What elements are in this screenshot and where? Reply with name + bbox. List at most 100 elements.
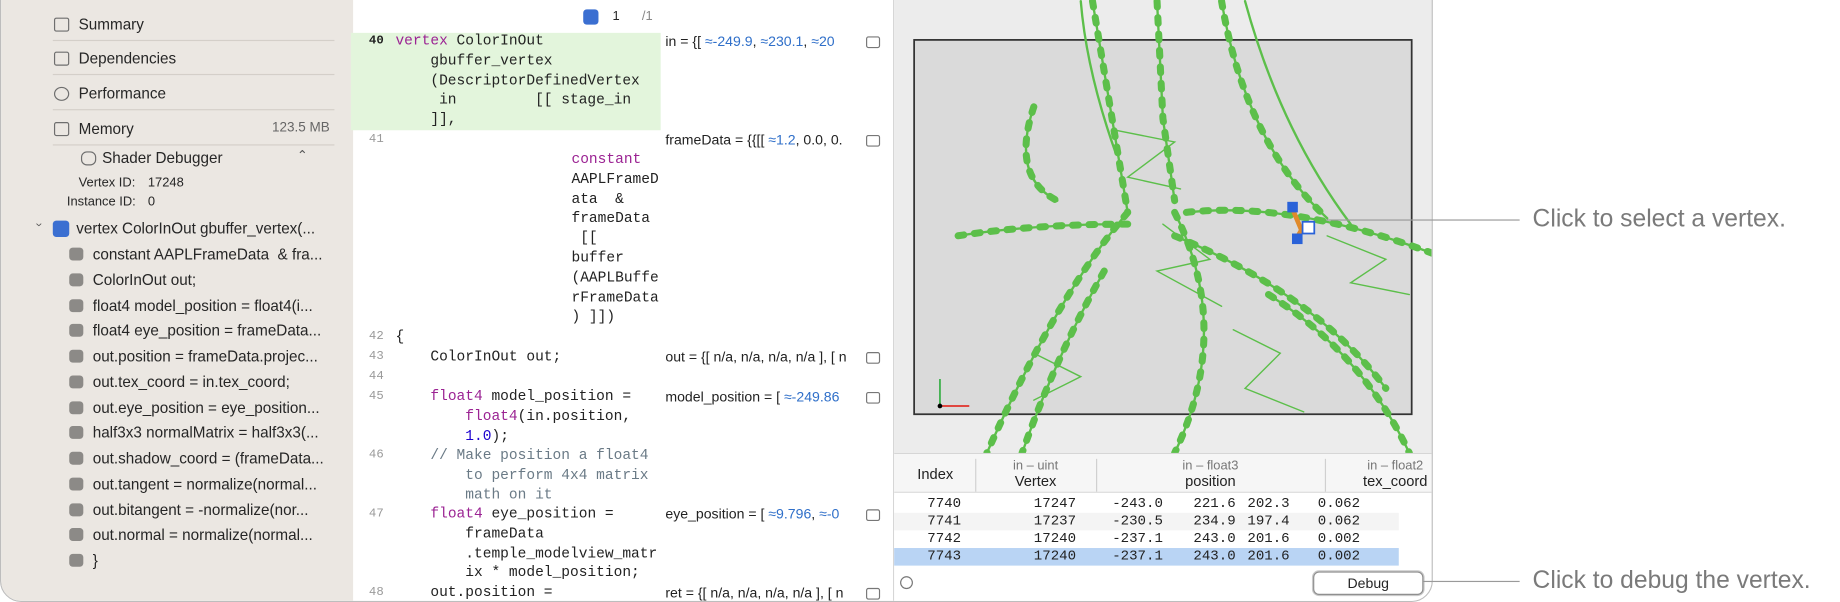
line-number: 45: [368, 389, 384, 404]
line-number: 40: [368, 34, 384, 49]
line-number: 48: [368, 585, 384, 600]
sidebar-icon: [53, 51, 70, 66]
table-cell: 7740: [927, 495, 962, 512]
statement[interactable]: out.position = frameData.projec...: [92, 347, 318, 365]
selected-vertex[interactable]: [1287, 201, 1316, 245]
statement[interactable]: out.eye_position = eye_position...: [92, 398, 320, 416]
shader-debugger[interactable]: Shader Debugger: [102, 149, 223, 167]
variable-value[interactable]: ret = {[ n/a, n/a, n/a, n/a ], [ n: [665, 584, 844, 601]
code-text: AAPLFrameD: [571, 171, 659, 188]
statement[interactable]: out.shadow_coord = (frameData...: [92, 449, 324, 468]
table-header: [894, 454, 1432, 493]
code-text: ix * model_position;: [395, 564, 640, 582]
sidebar-item[interactable]: Performance: [78, 84, 166, 103]
statement-icon: [69, 400, 84, 414]
table-cell: 0.002: [1317, 530, 1361, 547]
vertex-id: 17248: [147, 176, 184, 191]
sidebar-item[interactable]: Summary: [78, 15, 144, 33]
callout-line: [1423, 580, 1520, 583]
current-line-highlight: [350, 32, 661, 131]
column-name[interactable]: Index: [917, 465, 954, 483]
table-cell: 197.4: [1247, 512, 1290, 530]
separator: [52, 39, 335, 42]
callout: Click to select a vertex.: [1532, 205, 1786, 233]
function[interactable]: vertex ColorInOut gbuffer_vertex(...: [76, 219, 316, 238]
vertex-id-label: Vertex ID:: [78, 176, 136, 191]
column-name[interactable]: tex_coord: [1363, 472, 1428, 490]
mesh: [954, 0, 1432, 453]
statement-icon: [69, 451, 84, 465]
sidebar-item[interactable]: Memory: [78, 119, 134, 138]
column-name[interactable]: position: [1185, 472, 1236, 490]
axis-gizmo: [937, 379, 970, 409]
table-row[interactable]: [894, 512, 1399, 531]
statement[interactable]: float4 eye_position = frameData...: [92, 321, 322, 340]
variable-value[interactable]: eye_position = [ ≈9.796, ≈-0: [665, 505, 840, 523]
code-text: ) ]]): [571, 309, 616, 326]
table-cell: 221.6: [1193, 495, 1236, 512]
code-text: 1.0);: [465, 427, 509, 445]
separator: [52, 144, 335, 146]
table-row[interactable]: [894, 548, 1399, 566]
statement[interactable]: constant AAPLFrameData & fra...: [92, 245, 323, 263]
variable-value[interactable]: model_position = [ ≈-249.86: [665, 388, 840, 405]
statement[interactable]: out.tex_coord = in.tex_coord;: [92, 372, 290, 391]
sidebar-icon: [53, 86, 70, 101]
line-number: 46: [368, 448, 384, 463]
code-text: buffer: [571, 249, 624, 267]
code-text: out.position =: [395, 584, 553, 601]
code-text: vertex ColorInOut: [395, 32, 544, 50]
sidebar-icon: [53, 17, 70, 32]
line-number: 44: [368, 369, 384, 384]
variable-value[interactable]: in = {[ ≈-249.9, ≈230.1, ≈20: [665, 32, 835, 50]
variable-value[interactable]: frameData = {{[[ ≈1.2, 0.0, 0.: [665, 131, 843, 148]
table-row[interactable]: [894, 495, 1399, 513]
memory-value: 123.5 MB: [271, 120, 330, 135]
table-cell: 0.002: [1317, 548, 1361, 565]
column-type: in – float2: [1367, 458, 1424, 473]
code-text: (DescriptorDefinedVertex: [395, 72, 640, 89]
column-separator: [1324, 458, 1327, 492]
column-separator: [1096, 458, 1098, 492]
statement-icon: [69, 426, 84, 440]
column-name[interactable]: Vertex: [1014, 472, 1057, 490]
code-text: ata &: [571, 190, 624, 208]
code-text: [[: [571, 230, 598, 247]
table-cell: 201.6: [1247, 548, 1290, 565]
table-row[interactable]: [894, 530, 1399, 549]
statement-icon: [69, 273, 84, 287]
column-type: in – uint: [1012, 458, 1059, 473]
code-text: frameData: [571, 210, 651, 227]
table-cell: 0.062: [1317, 495, 1361, 512]
code-text: ColorInOut out;: [395, 348, 562, 365]
sidebar-item[interactable]: Dependencies: [78, 49, 177, 67]
statement[interactable]: out.normal = normalize(normal...: [92, 526, 313, 544]
table-cell: 7743: [927, 548, 962, 565]
disclosure: ›: [31, 222, 45, 227]
value-icon: [866, 352, 881, 364]
statement[interactable]: out.bitangent = -normalize(nor...: [92, 500, 309, 519]
code-text: frameData: [395, 525, 544, 542]
viewport[interactable]: [894, 0, 1432, 453]
line-number: 42: [368, 329, 384, 344]
variable-value[interactable]: out = {[ n/a, n/a, n/a, n/a ], [ n: [665, 348, 847, 365]
statement[interactable]: }: [92, 551, 98, 570]
mesh-view: [913, 0, 1432, 453]
value-icon: [866, 391, 881, 404]
debug-button[interactable]: Debug: [1313, 571, 1424, 595]
statement[interactable]: out.tangent = normalize(normal...: [92, 474, 318, 493]
separator: [52, 109, 335, 111]
table-cell: -237.1: [1112, 530, 1163, 547]
statement[interactable]: half3x3 normalMatrix = half3x3(...: [92, 423, 319, 442]
line-number: 41: [368, 132, 384, 147]
code-nav[interactable]: 1: [612, 9, 620, 24]
debugger-icon: [80, 151, 97, 166]
statement[interactable]: ColorInOut out;: [92, 270, 197, 289]
statement[interactable]: float4 model_position = float4(i...: [92, 296, 313, 314]
instance-id-label: Instance ID:: [66, 194, 136, 209]
code-text: in [[ stage_in: [395, 91, 632, 109]
table-cell: 234.9: [1193, 512, 1236, 530]
table-cell: 0.062: [1317, 512, 1361, 530]
table-cell: -230.5: [1112, 512, 1163, 530]
